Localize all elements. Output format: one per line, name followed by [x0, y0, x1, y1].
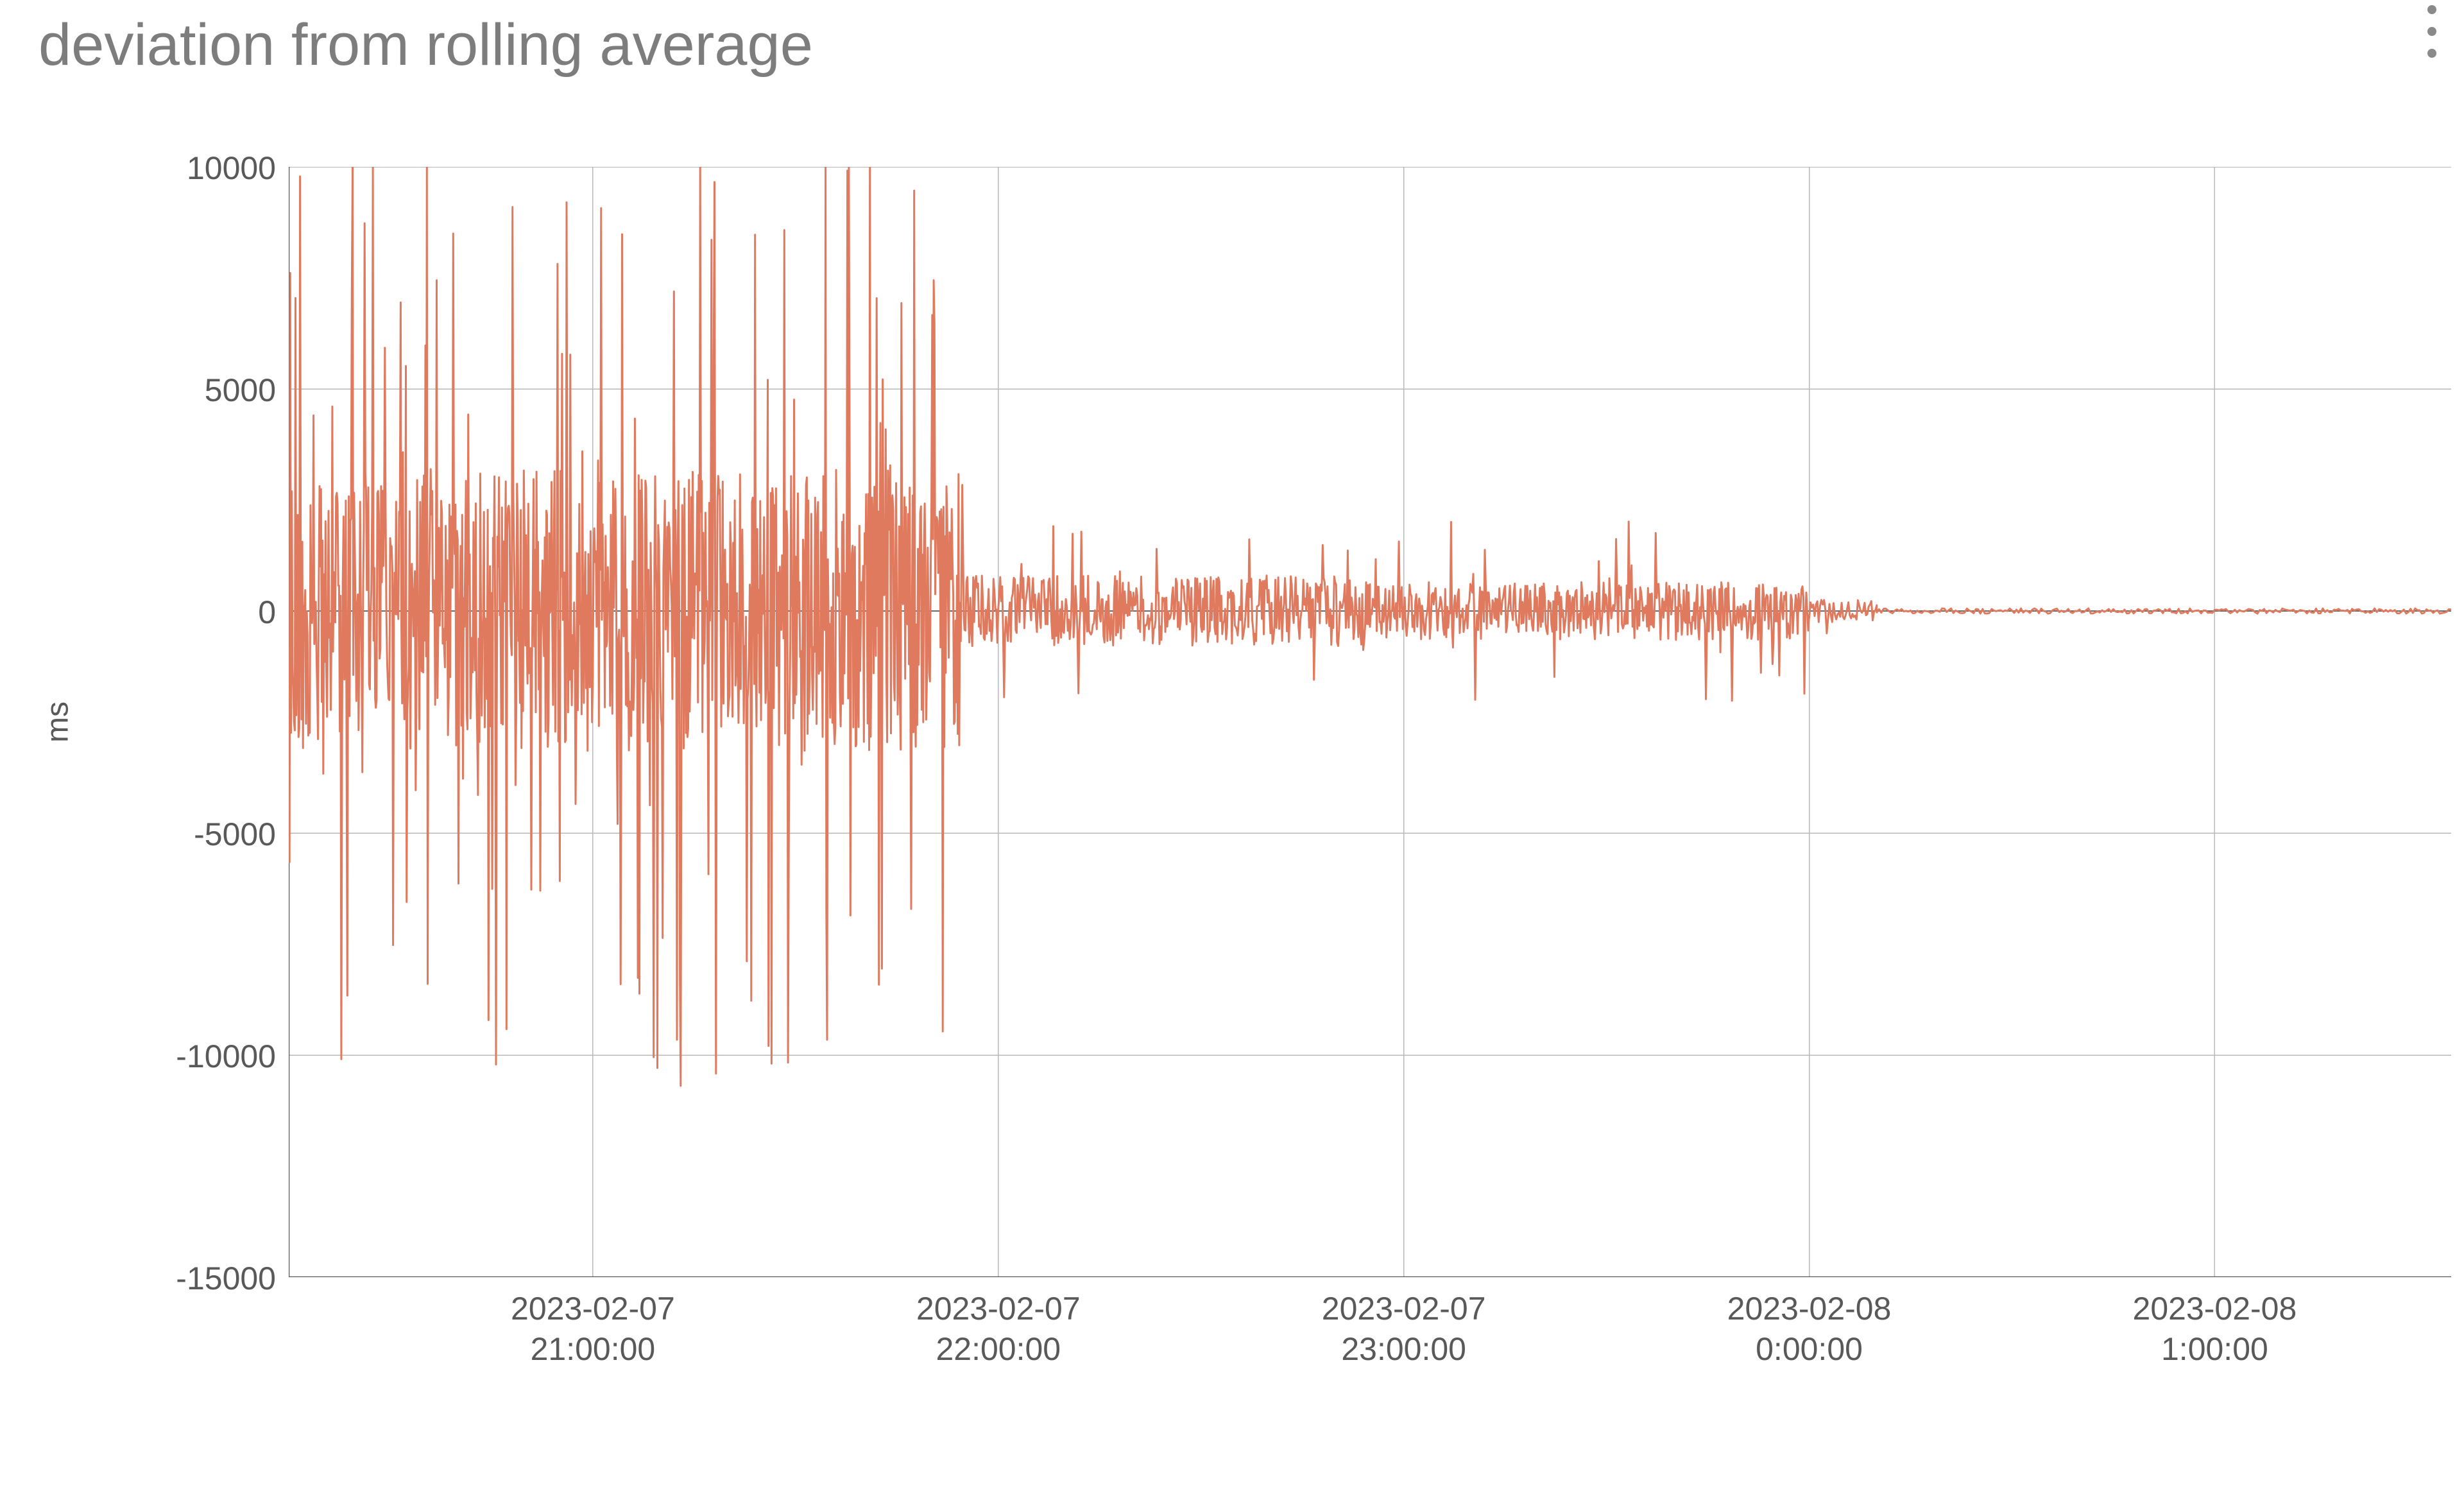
y-tick-label: 5000 [205, 372, 276, 409]
y-tick-label: -10000 [176, 1038, 276, 1075]
y-axis-label: ms [40, 701, 76, 743]
x-tick-label: 2023-02-0723:00:00 [1322, 1289, 1486, 1369]
y-tick-label: -15000 [176, 1260, 276, 1297]
chart-svg [289, 167, 2451, 1277]
x-tick-label: 2023-02-0721:00:00 [511, 1289, 675, 1369]
more-options-icon[interactable] [2427, 5, 2436, 58]
x-tick-label: 2023-02-080:00:00 [1727, 1289, 1892, 1369]
y-tick-label: 0 [258, 594, 276, 631]
y-tick-label: 10000 [187, 150, 276, 187]
x-tick-label: 2023-02-0722:00:00 [916, 1289, 1081, 1369]
chart-panel: deviation from rolling average ms -15000… [0, 0, 2464, 1505]
chart-title: deviation from rolling average [38, 12, 813, 79]
y-tick-label: -5000 [194, 816, 276, 853]
plot-area [289, 167, 2451, 1277]
x-tick-label: 2023-02-081:00:00 [2133, 1289, 2297, 1369]
